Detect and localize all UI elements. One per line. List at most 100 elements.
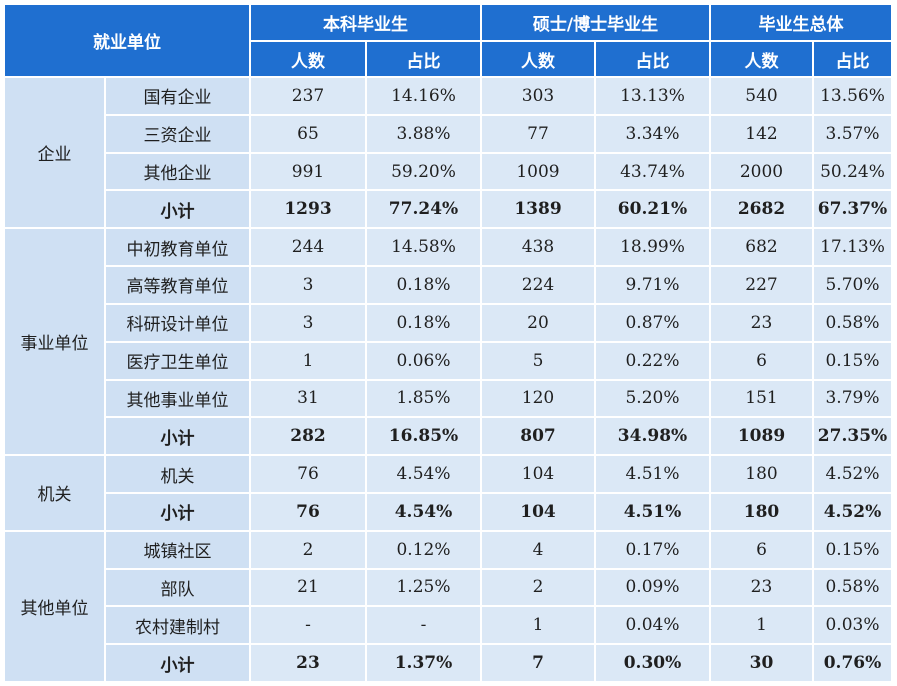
ratio-cell: 0.09% bbox=[594, 567, 711, 608]
table-row: 农村建制村 - -1 0.04% 1 0.03% bbox=[4, 605, 893, 646]
ratio-cell: 77.24% bbox=[365, 189, 482, 230]
count-cell: 438 bbox=[480, 227, 596, 268]
count-cell: 23 bbox=[249, 643, 367, 683]
ratio-cell: 4.51% bbox=[594, 454, 711, 494]
ratio-cell: 5.20% bbox=[594, 378, 711, 419]
count-cell: 224 bbox=[480, 265, 596, 305]
count-cell: 2000 bbox=[709, 151, 814, 192]
row-label: 其他事业单位 bbox=[104, 378, 251, 419]
row-label: 医疗卫生单位 bbox=[104, 340, 251, 381]
row-label: 城镇社区 bbox=[104, 529, 251, 570]
subtotal-row: 小计 23 1.37% 7 0.30% 30 0.76% bbox=[4, 643, 893, 683]
count-cell: 303 bbox=[480, 76, 596, 116]
ratio-cell: 0.17% bbox=[594, 529, 711, 570]
table-row: 高等教育单位 3 0.18% 224 9.71% 227 5.70% bbox=[4, 265, 893, 305]
ratio-cell: 0.58% bbox=[812, 302, 893, 343]
ratio-cell: 4.54% bbox=[365, 491, 482, 532]
count-cell: 3 bbox=[249, 265, 367, 305]
count-cell: 76 bbox=[249, 491, 367, 532]
section-label: 其他单位 bbox=[3, 529, 106, 684]
employment-table: 就业单位 本科毕业生 硕士/博士毕业生 毕业生总体 人数 占比 人数 占比 人数… bbox=[3, 3, 893, 684]
ratio-cell: 4.52% bbox=[812, 491, 893, 532]
row-label: 农村建制村 bbox=[104, 605, 251, 646]
row-label: 机关 bbox=[104, 454, 251, 494]
count-header: 人数 bbox=[249, 40, 367, 78]
count-cell: 65 bbox=[249, 113, 367, 154]
count-cell: 1389 bbox=[480, 189, 596, 230]
ratio-cell: 0.15% bbox=[812, 340, 893, 381]
table-row: 医疗卫生单位 1 0.06% 5 0.22% 6 0.15% bbox=[4, 340, 893, 381]
count-cell: 151 bbox=[709, 378, 814, 419]
row-label: 中初教育单位 bbox=[104, 227, 251, 268]
table-row: 机关 机关 76 4.54% 104 4.51% 180 4.52% bbox=[3, 454, 893, 532]
count-cell: 2 bbox=[480, 567, 596, 608]
table-body: 企业 国有企业 237 14.16% 303 13.13% 540 13.56% 三资企业 65 3… bbox=[3, 75, 893, 684]
count-cell: 76 bbox=[249, 454, 367, 494]
row-label: 国有企业 bbox=[104, 76, 251, 116]
count-cell: 1293 bbox=[249, 189, 367, 230]
count-cell: 1 bbox=[480, 605, 596, 646]
count-cell: 1 bbox=[709, 605, 814, 646]
table-row: 三资企业 65 3.88% 77 3.34% 142 3.57% bbox=[4, 113, 893, 154]
table-row: 企业 国有企业 237 14.16% 303 13.13% 540 13.56% bbox=[3, 75, 893, 230]
ratio-cell: 3.57% bbox=[812, 113, 893, 154]
ratio-cell: 4.54% bbox=[365, 454, 482, 494]
ratio-cell: 0.04% bbox=[594, 605, 711, 646]
count-cell: 2 bbox=[249, 529, 367, 570]
count-cell: 23 bbox=[709, 567, 814, 608]
table-row: 事业单位 中初教育单位 244 14.58% 438 18.99% 682 17.13% bbox=[3, 227, 893, 457]
count-cell: 6 bbox=[709, 529, 814, 570]
ratio-cell: 43.74% bbox=[594, 151, 711, 192]
count-cell: 2682 bbox=[709, 189, 814, 230]
subtotal-row: 小计 1293 77.24% 1389 60.21% 2682 67.37% bbox=[4, 189, 893, 230]
table-row: 其他企业 991 59.20% 1009 43.74% 2000 50.24% bbox=[4, 151, 893, 192]
table-row: 部队 21 1.25% 2 0.09% 23 0.58% bbox=[4, 567, 893, 608]
count-cell: 104 bbox=[480, 454, 596, 494]
ratio-cell: 1.37% bbox=[365, 643, 482, 683]
subtotal-label: 小计 bbox=[104, 491, 251, 532]
row-label: 科研设计单位 bbox=[104, 302, 251, 343]
subtotal-row: 小计 282 16.85% 807 34.98% 1089 27.35% bbox=[4, 416, 893, 457]
ratio-cell: 0.06% bbox=[365, 340, 482, 381]
count-cell: - bbox=[249, 605, 367, 646]
count-cell: 31 bbox=[249, 378, 367, 419]
table-row: 其他单位 城镇社区 2 0.12% 4 0.17% 6 0.15% bbox=[3, 529, 893, 684]
ratio-cell: 3.79% bbox=[812, 378, 893, 419]
row-label: 三资企业 bbox=[104, 113, 251, 154]
row-label: 其他企业 bbox=[104, 151, 251, 192]
ratio-cell: 4.51% bbox=[594, 491, 711, 532]
ratio-cell: 17.13% bbox=[812, 227, 893, 268]
subtotal-label: 小计 bbox=[104, 189, 251, 230]
section-label: 企业 bbox=[3, 75, 106, 230]
ratio-cell: 34.98% bbox=[594, 416, 711, 457]
count-cell: 4 bbox=[480, 529, 596, 570]
count-cell: 682 bbox=[709, 227, 814, 268]
count-cell: 20 bbox=[480, 302, 596, 343]
ratio-header: 占比 bbox=[594, 40, 711, 78]
ratio-cell: 0.58% bbox=[812, 567, 893, 608]
ratio-cell: 0.87% bbox=[594, 302, 711, 343]
count-header: 人数 bbox=[709, 40, 814, 78]
group-header-undergrad: 本科毕业生 bbox=[249, 3, 482, 42]
row-label: 部队 bbox=[104, 567, 251, 608]
count-cell: 807 bbox=[480, 416, 596, 457]
subtotal-row: 小计 76 4.54% 104 4.51% 180 4.52% bbox=[4, 491, 893, 532]
table-row: 科研设计单位 3 0.18% 20 0.87% 23 0.58% bbox=[4, 302, 893, 343]
count-cell: 30 bbox=[709, 643, 814, 683]
ratio-cell: 1.25% bbox=[365, 567, 482, 608]
ratio-cell: 0.22% bbox=[594, 340, 711, 381]
ratio-cell: 67.37% bbox=[812, 189, 893, 230]
ratio-cell: 27.35% bbox=[812, 416, 893, 457]
count-header: 人数 bbox=[480, 40, 596, 78]
count-cell: 23 bbox=[709, 302, 814, 343]
count-cell: 5 bbox=[480, 340, 596, 381]
count-cell: 180 bbox=[709, 454, 814, 494]
count-cell: 21 bbox=[249, 567, 367, 608]
count-cell: 142 bbox=[709, 113, 814, 154]
count-cell: 1009 bbox=[480, 151, 596, 192]
group-header-graduate: 硕士/博士毕业生 bbox=[480, 3, 711, 42]
unit-header: 就业单位 bbox=[3, 3, 251, 78]
row-label: 高等教育单位 bbox=[104, 265, 251, 305]
ratio-cell: 9.71% bbox=[594, 265, 711, 305]
count-cell: 991 bbox=[249, 151, 367, 192]
